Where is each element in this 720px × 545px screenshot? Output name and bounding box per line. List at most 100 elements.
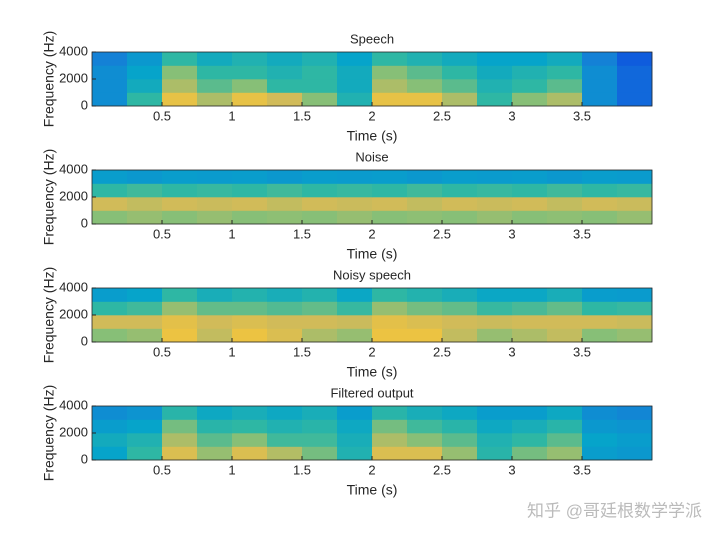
spectrogram-cell: [442, 183, 478, 198]
spectrogram-cell: [302, 446, 338, 461]
spectrogram-cell: [512, 92, 548, 107]
x-axis-label: Time (s): [347, 128, 398, 144]
spectrogram-cell: [127, 65, 163, 80]
spectrogram-cell: [127, 315, 163, 329]
spectrogram-cell: [337, 170, 373, 184]
spectrogram-cell: [477, 419, 513, 434]
x-tick-label: 2.5: [433, 226, 451, 241]
spectrogram-cell: [127, 79, 163, 93]
spectrogram-cell: [512, 79, 548, 93]
spectrogram-cell: [337, 406, 373, 420]
x-tick-label: 1.5: [293, 344, 311, 359]
spectrogram-cell: [127, 301, 163, 316]
chart-title: Speech: [350, 31, 394, 46]
y-tick-label: 0: [81, 97, 88, 112]
spectrogram-cell: [582, 183, 618, 198]
x-tick-label: 3: [508, 108, 515, 123]
spectrogram-cell: [512, 446, 548, 461]
spectrogram-cell: [267, 301, 303, 316]
spectrogram-cell: [407, 92, 443, 107]
spectrogram-cell: [512, 419, 548, 434]
spectrogram-cell: [547, 328, 583, 343]
spectrogram-cell: [372, 419, 408, 434]
spectrogram-cell: [162, 328, 198, 343]
spectrogram-cell: [442, 446, 478, 461]
x-tick-label: 1: [228, 226, 235, 241]
spectrogram-cell: [127, 52, 163, 66]
spectrogram-cell: [92, 301, 128, 316]
x-tick-label: 1: [228, 344, 235, 359]
spectrogram-cell: [267, 183, 303, 198]
spectrogram-cell: [372, 210, 408, 225]
spectrogram-cell: [547, 52, 583, 66]
spectrogram-cell: [197, 79, 233, 93]
spectrogram-cell: [232, 183, 268, 198]
y-tick-label: 0: [81, 451, 88, 466]
spectrogram-cell: [442, 92, 478, 107]
spectrogram-cell: [442, 328, 478, 343]
spectrogram-cell: [407, 301, 443, 316]
spectrogram-cell: [617, 210, 653, 225]
spectrogram-cell: [162, 433, 198, 447]
x-tick-label: 3: [508, 344, 515, 359]
spectrogram-cell: [337, 288, 373, 302]
spectrogram-cell: [407, 65, 443, 80]
spectrogram-cell: [407, 315, 443, 329]
spectrogram-cell: [197, 406, 233, 420]
spectrogram-cell: [232, 79, 268, 93]
x-tick-label: 2: [368, 344, 375, 359]
spectrogram-cell: [92, 92, 128, 107]
spectrogram-cell: [232, 446, 268, 461]
spectrogram-cell: [582, 406, 618, 420]
spectrogram-cell: [302, 315, 338, 329]
spectrogram-cell: [442, 197, 478, 211]
spectrogram-cell: [372, 406, 408, 420]
spectrogram-cell: [617, 79, 653, 93]
y-tick-label: 2000: [59, 424, 88, 439]
spectrogram-cell: [372, 65, 408, 80]
spectrogram-cell: [127, 170, 163, 184]
spectrogram-cell: [547, 183, 583, 198]
x-tick-label: 3: [508, 462, 515, 477]
spectrogram-cell: [477, 328, 513, 343]
spectrogram-cell: [267, 52, 303, 66]
spectrogram-cell: [547, 170, 583, 184]
chart-title: Filtered output: [330, 385, 413, 400]
spectrogram-cell: [617, 328, 653, 343]
spectrogram-cell: [267, 315, 303, 329]
spectrogram-cell: [477, 446, 513, 461]
spectrogram-cell: [232, 406, 268, 420]
spectrogram-cell: [337, 328, 373, 343]
spectrogram-cell: [267, 328, 303, 343]
spectrogram-cell: [617, 288, 653, 302]
spectrogram-cell: [442, 433, 478, 447]
spectrogram-cell: [197, 328, 233, 343]
x-tick-label: 3.5: [573, 462, 591, 477]
spectrogram-cell: [232, 65, 268, 80]
spectrogram-cell: [477, 406, 513, 420]
x-tick-label: 0.5: [153, 226, 171, 241]
spectrogram-cell: [232, 288, 268, 302]
spectrogram-cell: [442, 315, 478, 329]
spectrogram-cell: [547, 446, 583, 461]
spectrogram-cell: [407, 79, 443, 93]
spectrogram-cell: [337, 433, 373, 447]
spectrogram-cell: [372, 52, 408, 66]
spectrogram-cell: [127, 328, 163, 343]
spectrogram-cell: [302, 419, 338, 434]
spectrogram-cell: [477, 210, 513, 225]
spectrogram-cell: [512, 406, 548, 420]
spectrogram-cell: [232, 315, 268, 329]
spectrogram-cell: [407, 419, 443, 434]
spectrogram-cell: [582, 315, 618, 329]
spectrogram-cell: [127, 92, 163, 107]
spectrogram-cell: [232, 52, 268, 66]
spectrogram-cell: [337, 52, 373, 66]
spectrogram-cell: [442, 65, 478, 80]
spectrogram-cell: [477, 170, 513, 184]
spectrogram-cell: [197, 92, 233, 107]
spectrogram-cell: [407, 288, 443, 302]
x-tick-label: 2.5: [433, 344, 451, 359]
spectrogram-cell: [232, 197, 268, 211]
